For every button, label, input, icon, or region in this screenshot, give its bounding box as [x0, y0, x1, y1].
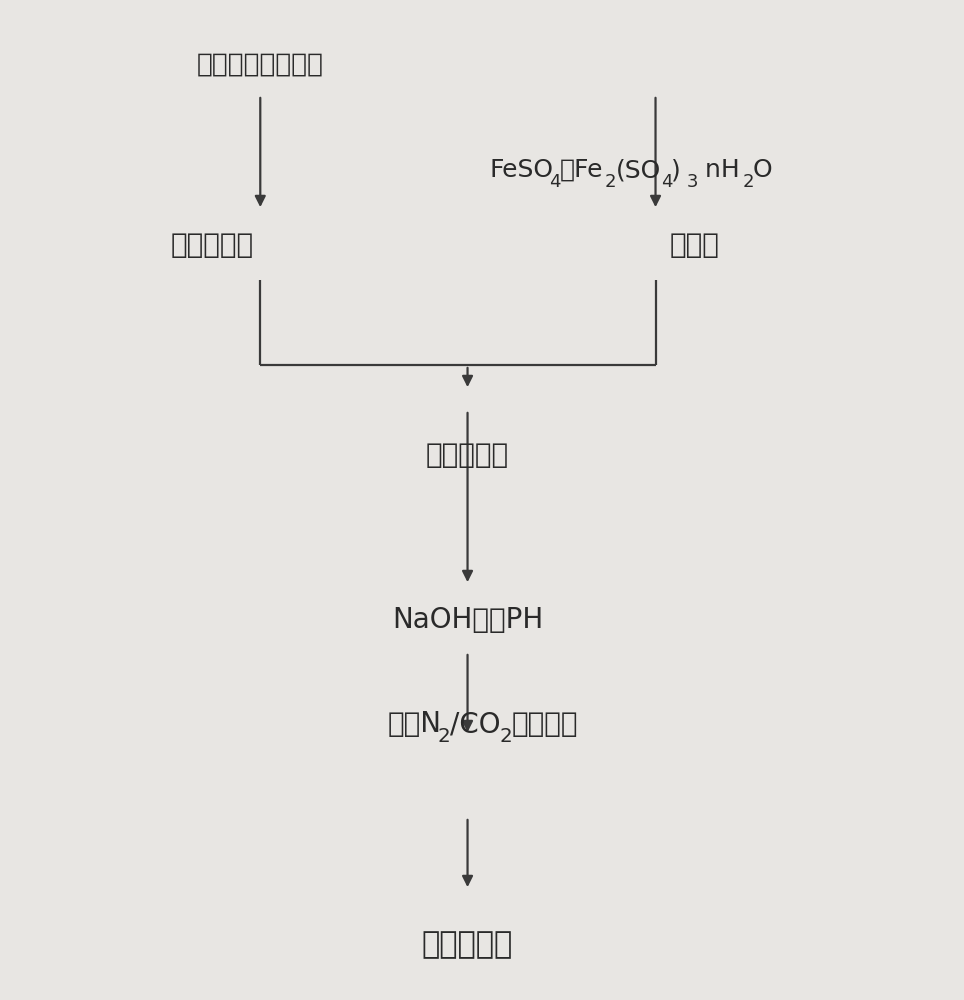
- Text: 2: 2: [499, 727, 512, 746]
- Text: 磁化剂: 磁化剂: [669, 231, 719, 259]
- Text: 2: 2: [438, 727, 450, 746]
- Text: /CO: /CO: [449, 710, 500, 738]
- Text: nH: nH: [697, 158, 740, 182]
- Text: 通入N: 通入N: [388, 710, 442, 738]
- Text: FeSO: FeSO: [489, 158, 553, 182]
- Text: 2: 2: [742, 173, 754, 191]
- Text: 混匀、搅拌: 混匀、搅拌: [426, 441, 509, 469]
- Text: 3: 3: [686, 173, 698, 191]
- Text: 气体热解: 气体热解: [512, 710, 578, 738]
- Text: 4: 4: [549, 173, 560, 191]
- Text: 、Fe: 、Fe: [560, 158, 603, 182]
- Text: O: O: [753, 158, 773, 182]
- Text: ): ): [672, 158, 682, 182]
- Text: 2: 2: [604, 173, 616, 191]
- Text: (SO: (SO: [616, 158, 661, 182]
- Text: 原料（水稻秸秆）: 原料（水稻秸秆）: [197, 52, 324, 78]
- Text: 干燥、破碎: 干燥、破碎: [171, 231, 254, 259]
- Text: 磁性生物炭: 磁性生物炭: [422, 930, 513, 960]
- Text: 4: 4: [660, 173, 672, 191]
- Text: NaOH调节PH: NaOH调节PH: [392, 606, 543, 634]
